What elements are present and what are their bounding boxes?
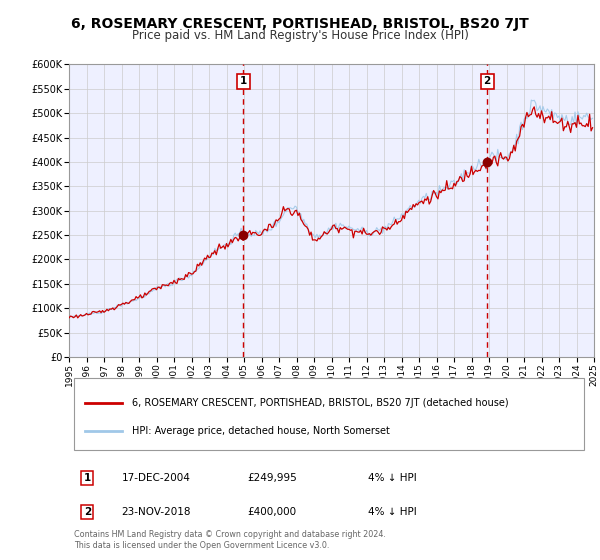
Text: 1: 1 xyxy=(239,77,247,86)
Text: 6, ROSEMARY CRESCENT, PORTISHEAD, BRISTOL, BS20 7JT: 6, ROSEMARY CRESCENT, PORTISHEAD, BRISTO… xyxy=(71,16,529,30)
Text: 2: 2 xyxy=(484,77,491,86)
Text: £400,000: £400,000 xyxy=(248,507,296,517)
Text: 17-DEC-2004: 17-DEC-2004 xyxy=(121,473,190,483)
Text: 2: 2 xyxy=(84,507,91,517)
Text: 1: 1 xyxy=(84,473,91,483)
FancyBboxPatch shape xyxy=(74,379,583,450)
Text: HPI: Average price, detached house, North Somerset: HPI: Average price, detached house, Nort… xyxy=(132,426,390,436)
Text: 4% ↓ HPI: 4% ↓ HPI xyxy=(368,507,417,517)
Text: Price paid vs. HM Land Registry's House Price Index (HPI): Price paid vs. HM Land Registry's House … xyxy=(131,29,469,43)
Text: 23-NOV-2018: 23-NOV-2018 xyxy=(121,507,191,517)
Text: 6, ROSEMARY CRESCENT, PORTISHEAD, BRISTOL, BS20 7JT (detached house): 6, ROSEMARY CRESCENT, PORTISHEAD, BRISTO… xyxy=(132,398,509,408)
Text: Contains HM Land Registry data © Crown copyright and database right 2024.
This d: Contains HM Land Registry data © Crown c… xyxy=(74,530,386,550)
Text: 4% ↓ HPI: 4% ↓ HPI xyxy=(368,473,417,483)
Text: £249,995: £249,995 xyxy=(248,473,297,483)
